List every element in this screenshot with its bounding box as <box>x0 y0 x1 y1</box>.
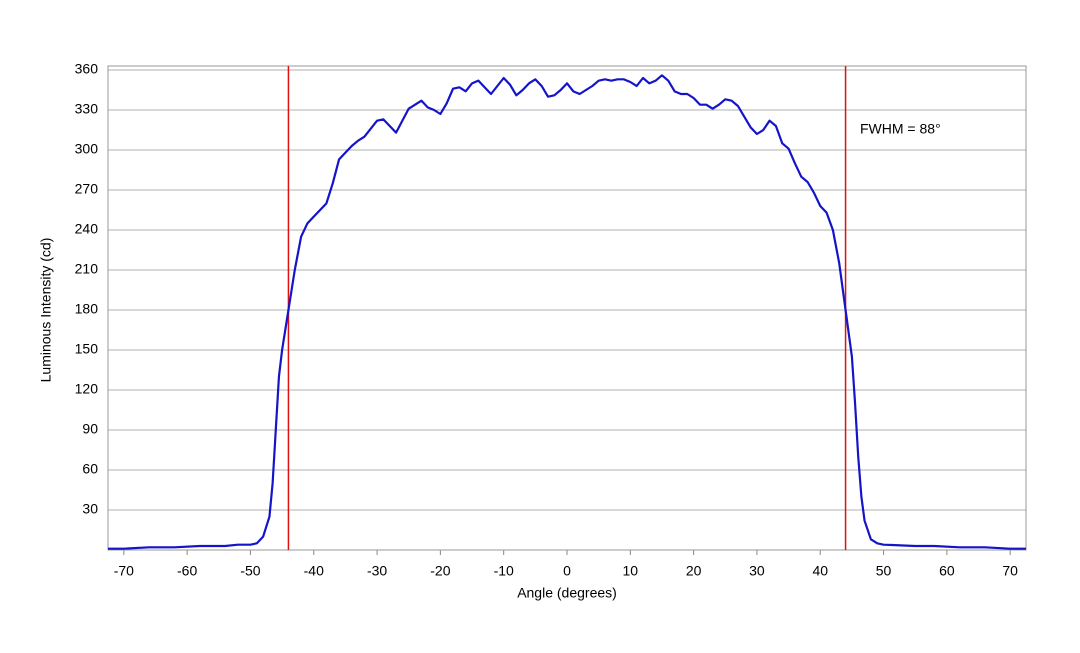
y-tick-label: 210 <box>75 261 99 277</box>
x-tick-label: -60 <box>177 563 197 579</box>
x-tick-label: 50 <box>876 563 892 579</box>
x-tick-label: 0 <box>563 563 571 579</box>
x-tick-label: 10 <box>623 563 639 579</box>
x-tick-label: 40 <box>812 563 828 579</box>
y-tick-label: 360 <box>75 61 99 77</box>
x-tick-label: 30 <box>749 563 765 579</box>
data-line <box>108 74 1026 550</box>
plot-frame <box>107 65 1027 551</box>
x-tick-label: -50 <box>240 563 260 579</box>
y-tick-label: 120 <box>75 381 99 397</box>
x-tick-label: -30 <box>367 563 387 579</box>
x-tick-label: -40 <box>304 563 324 579</box>
y-tick-label: 180 <box>75 301 99 317</box>
y-tick-label: 60 <box>82 461 98 477</box>
y-axis-label: Luminous Intensity (cd) <box>38 238 54 383</box>
x-axis-label: Angle (degrees) <box>517 585 617 601</box>
y-tick-label: 270 <box>75 181 99 197</box>
y-tick-label: 150 <box>75 341 99 357</box>
x-tick-label: -20 <box>430 563 450 579</box>
y-tick-label: 330 <box>75 101 99 117</box>
x-tick-label: 70 <box>1002 563 1018 579</box>
x-tick-label: -10 <box>494 563 514 579</box>
x-tick-label: -70 <box>114 563 134 579</box>
annotation: FWHM = 88° <box>860 121 941 137</box>
y-tick-label: 240 <box>75 221 99 237</box>
y-tick-label: 90 <box>82 421 98 437</box>
y-tick-label: 30 <box>82 501 98 517</box>
y-tick-label: 300 <box>75 141 99 157</box>
x-tick-label: 60 <box>939 563 955 579</box>
x-tick-label: 20 <box>686 563 702 579</box>
